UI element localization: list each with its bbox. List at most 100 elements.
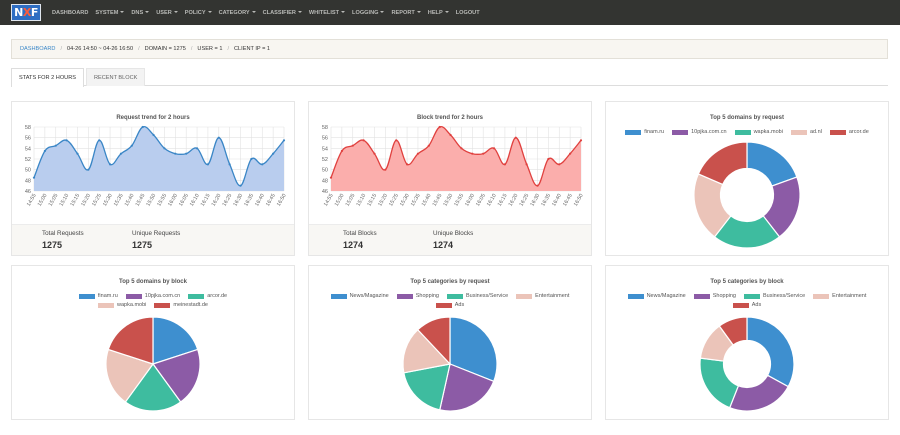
- nav-item-dns[interactable]: DNS: [131, 9, 150, 16]
- data-point: [272, 152, 275, 155]
- nav-item-system[interactable]: SYSTEM: [95, 10, 125, 16]
- total-blocks-value: 1274: [343, 240, 364, 250]
- legend-item[interactable]: finam.ru: [625, 129, 664, 135]
- legend-swatch: [125, 293, 142, 299]
- legend-item[interactable]: News/Magazine: [627, 293, 686, 299]
- nav-item-user[interactable]: USER: [156, 10, 178, 16]
- x-tick-label: 16:10: [486, 193, 498, 208]
- x-tick-label: 15:00: [37, 193, 49, 208]
- data-point: [261, 163, 264, 166]
- y-tick-label: 50: [322, 168, 328, 174]
- nav-item-label: REPORT: [391, 9, 415, 16]
- series-line: [330, 126, 582, 187]
- legend-item[interactable]: meinestadt.de: [154, 302, 208, 308]
- legend-item[interactable]: Entertainment: [813, 293, 866, 299]
- chart-legend: finam.ru 10pjka.com.cn wapka.mobi ad.nl arco…: [606, 129, 888, 138]
- pie-slice[interactable]: [402, 328, 452, 374]
- legend-item[interactable]: Shopping: [396, 293, 439, 299]
- brand-logo[interactable]: NXF: [11, 4, 41, 21]
- legend-item[interactable]: Shopping: [693, 293, 736, 299]
- legend-swatch: [625, 129, 642, 135]
- y-tick-label: 50: [25, 168, 31, 174]
- nav-item-report[interactable]: REPORT: [391, 9, 421, 16]
- nav-item-whitelist[interactable]: WHITELIST: [309, 10, 346, 16]
- tab-stats-2-hours[interactable]: STATS FOR 2 HOURS: [11, 68, 84, 87]
- data-point: [163, 147, 166, 150]
- nav-item-policy[interactable]: POLICY: [185, 10, 212, 16]
- data-point: [206, 163, 210, 166]
- pie-slice[interactable]: [439, 363, 495, 412]
- legend-item[interactable]: ad.nl: [790, 129, 822, 135]
- data-point: [503, 163, 507, 166]
- pie-slice[interactable]: [746, 316, 795, 388]
- breadcrumb-client-ip-count: CLIENT IP = 1: [234, 46, 271, 52]
- caret-down-icon: [120, 11, 125, 14]
- legend-item[interactable]: Ads: [435, 302, 464, 308]
- legend-swatch: [813, 293, 830, 299]
- legend-label: News/Magazine: [646, 293, 686, 299]
- legend-item[interactable]: arcor.de: [188, 293, 227, 299]
- pie-slice[interactable]: [718, 316, 748, 346]
- legend-item[interactable]: arcor.de: [829, 129, 869, 135]
- data-point: [492, 147, 496, 150]
- data-point: [547, 157, 550, 161]
- legend-label: wapka.mobi: [753, 129, 783, 135]
- legend-item[interactable]: Entertainment: [516, 293, 569, 299]
- pie-slice[interactable]: [152, 348, 201, 403]
- x-tick-label: 16:40: [551, 193, 563, 208]
- pie-slice[interactable]: [403, 363, 451, 411]
- nav-item-label: DNS: [131, 9, 144, 16]
- x-tick-label: 16:25: [519, 193, 531, 208]
- unique-blocks-stat: Unique Blocks 1274: [433, 230, 473, 250]
- legend-item[interactable]: 10pjka.com.cn: [125, 293, 180, 299]
- pie-slice[interactable]: [697, 141, 748, 186]
- chart-title: Top 5 categories by request: [410, 279, 490, 285]
- data-point: [65, 139, 68, 142]
- breadcrumb-home-link[interactable]: DASHBOARD: [20, 46, 56, 52]
- legend-item[interactable]: finam.ru: [78, 293, 118, 299]
- x-tick-label: 16:50: [573, 193, 585, 208]
- pie-slice[interactable]: [107, 316, 154, 365]
- legend-item[interactable]: wapka.mobi: [98, 302, 146, 308]
- pie-slice[interactable]: [699, 357, 740, 409]
- pie-slice[interactable]: [416, 316, 451, 366]
- legend-swatch: [829, 129, 846, 135]
- pie-slice[interactable]: [105, 348, 154, 403]
- chart-title: Top 5 categories by block: [710, 279, 784, 285]
- nav-item-classifier[interactable]: CLASSIFIER: [263, 10, 302, 16]
- nav-item-label: CATEGORY: [218, 9, 250, 16]
- y-tick-label: 48: [25, 178, 31, 184]
- legend-swatch: [435, 302, 452, 308]
- nav-item-logout[interactable]: LOGOUT: [456, 10, 480, 16]
- legend-item[interactable]: Business/Service: [446, 293, 508, 299]
- legend-item[interactable]: Ads: [732, 302, 761, 308]
- nav-item-dashboard[interactable]: DASHBOARD: [52, 10, 88, 16]
- x-tick-label: 16:45: [562, 193, 574, 208]
- legend-item[interactable]: 10pjka.com.cn: [672, 129, 727, 135]
- nav-item-label: POLICY: [184, 9, 206, 16]
- y-tick-label: 54: [25, 146, 31, 152]
- x-tick-label: 15:05: [48, 193, 60, 208]
- data-point: [340, 149, 343, 153]
- legend-item[interactable]: wapka.mobi: [734, 129, 783, 135]
- legend-swatch: [446, 293, 463, 299]
- pie-slice[interactable]: [449, 316, 498, 383]
- legend-item[interactable]: News/Magazine: [330, 293, 389, 299]
- pie-slice[interactable]: [152, 316, 199, 365]
- data-point: [119, 152, 123, 155]
- tab-recent-block[interactable]: RECENT BLOCK: [85, 68, 146, 86]
- x-tick-label: 15:40: [124, 193, 136, 208]
- nav-item-logging[interactable]: LOGGING: [352, 10, 385, 16]
- data-point: [449, 133, 452, 137]
- nav-item-label: USER: [156, 9, 172, 16]
- nav-item-help[interactable]: HELP: [428, 10, 449, 16]
- request-stats: Total Requests 1275 Unique Requests 1275: [12, 224, 294, 255]
- pie-slice[interactable]: [124, 362, 182, 412]
- caret-down-icon: [444, 11, 449, 14]
- chart-title: Top 5 domains by request: [710, 115, 784, 121]
- data-point: [98, 139, 101, 142]
- nav-item-category[interactable]: CATEGORY: [219, 10, 256, 16]
- legend-item[interactable]: Business/Service: [743, 293, 805, 299]
- legend-swatch: [396, 293, 413, 299]
